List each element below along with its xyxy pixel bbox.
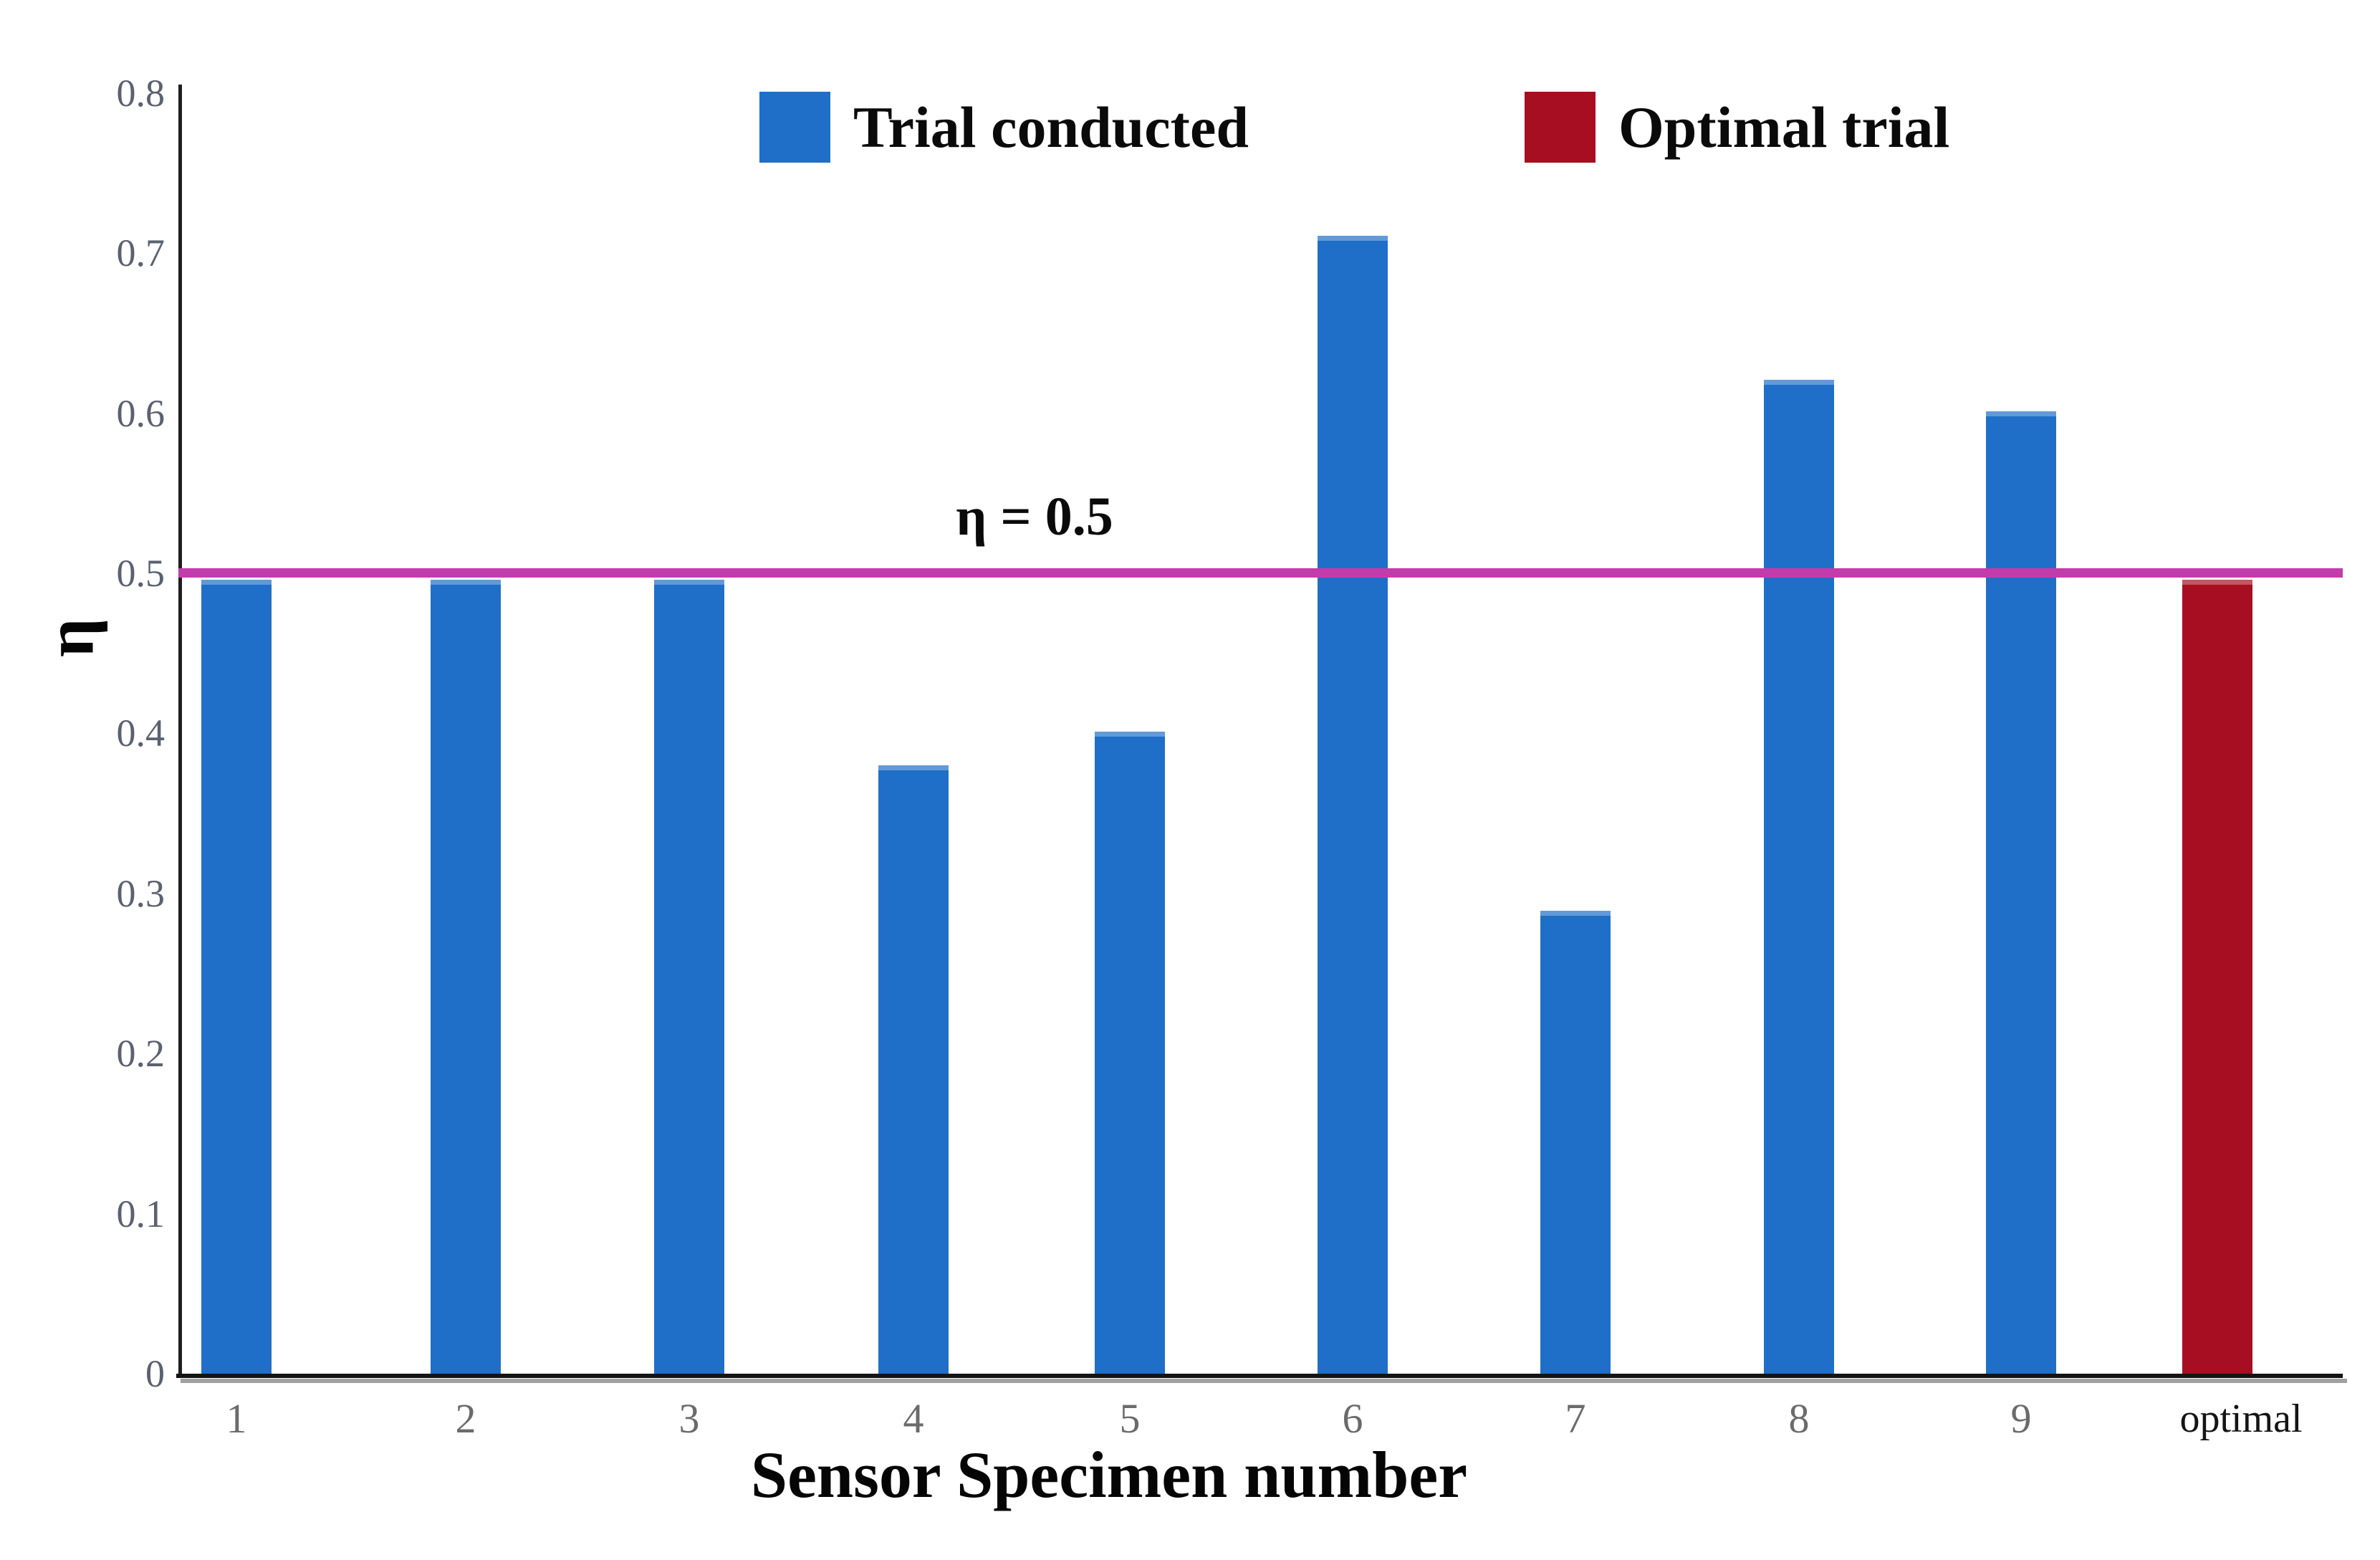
legend-item-optimal-trial: Optimal trial xyxy=(1524,91,1950,163)
x-tick-label-2: 2 xyxy=(455,1395,476,1442)
y-tick-label-0.7: 0.7 xyxy=(116,231,165,275)
x-tick-label-1: 1 xyxy=(226,1395,247,1442)
x-tick-label-6: 6 xyxy=(1342,1395,1363,1442)
y-tick-label-0.4: 0.4 xyxy=(116,712,165,755)
legend-swatch-trial-conducted xyxy=(759,91,830,163)
bar-9 xyxy=(1986,411,2056,1374)
x-tick-label-7: 7 xyxy=(1565,1395,1586,1442)
bar-2 xyxy=(431,579,501,1374)
bar-8 xyxy=(1764,379,1834,1374)
bar-1 xyxy=(201,579,272,1374)
x-tick-label-9: 9 xyxy=(2010,1395,2032,1442)
bar-4 xyxy=(878,765,949,1374)
y-tick-label-0.5: 0.5 xyxy=(116,552,165,595)
bar-optimal xyxy=(2182,579,2252,1374)
legend-label-trial-conducted: Trial conducted xyxy=(853,94,1249,160)
reference-line xyxy=(178,568,2343,578)
y-tick-label-0: 0 xyxy=(145,1352,165,1395)
legend-item-trial-conducted: Trial conducted xyxy=(759,91,1249,163)
y-tick-label-0.6: 0.6 xyxy=(116,391,165,435)
x-tick-label-4: 4 xyxy=(903,1395,924,1442)
x-axis-line xyxy=(176,1374,2343,1378)
bar-6 xyxy=(1318,235,1388,1374)
reference-line-annotation: η = 0.5 xyxy=(956,487,1113,547)
bar-5 xyxy=(1095,732,1165,1374)
legend-swatch-optimal-trial xyxy=(1524,91,1596,163)
y-tick-label-0.8: 0.8 xyxy=(116,71,165,115)
x-tick-label-optimal: optimal xyxy=(2179,1397,2303,1441)
x-axis-title: Sensor Specimen number xyxy=(750,1438,1468,1511)
y-axis-title: η xyxy=(31,618,108,658)
x-tick-label-8: 8 xyxy=(1788,1395,1810,1442)
bar-3 xyxy=(654,579,724,1374)
y-tick-label-0.3: 0.3 xyxy=(116,871,165,915)
x-tick-label-5: 5 xyxy=(1119,1395,1141,1442)
y-tick-label-0.1: 0.1 xyxy=(116,1192,165,1235)
chart-legend: Trial conducted Optimal trial xyxy=(759,91,1950,163)
x-tick-label-3: 3 xyxy=(678,1395,700,1442)
y-axis-line xyxy=(178,84,182,1377)
legend-label-optimal-trial: Optimal trial xyxy=(1618,94,1950,160)
y-tick-label-0.2: 0.2 xyxy=(116,1032,165,1076)
bar-7 xyxy=(1540,911,1611,1374)
